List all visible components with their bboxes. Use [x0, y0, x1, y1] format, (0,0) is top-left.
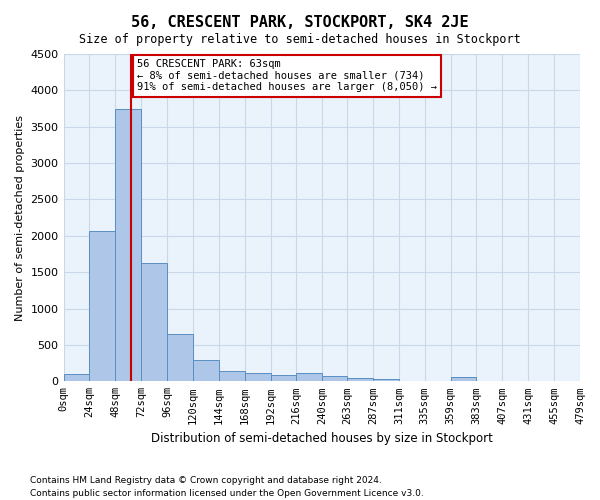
Bar	[193, 360, 219, 382]
X-axis label: Distribution of semi-detached houses by size in Stockport: Distribution of semi-detached houses by …	[151, 432, 493, 445]
Bar	[271, 375, 296, 382]
Bar	[347, 378, 373, 382]
Text: 56, CRESCENT PARK, STOCKPORT, SK4 2JE: 56, CRESCENT PARK, STOCKPORT, SK4 2JE	[131, 15, 469, 30]
Bar	[141, 264, 167, 382]
Bar	[451, 378, 476, 382]
Bar	[219, 371, 245, 382]
Text: Size of property relative to semi-detached houses in Stockport: Size of property relative to semi-detach…	[79, 32, 521, 46]
Text: 56 CRESCENT PARK: 63sqm
← 8% of semi-detached houses are smaller (734)
91% of se: 56 CRESCENT PARK: 63sqm ← 8% of semi-det…	[137, 59, 437, 92]
Bar	[245, 373, 271, 382]
Bar	[296, 374, 322, 382]
Bar	[167, 334, 193, 382]
Text: Contains public sector information licensed under the Open Government Licence v3: Contains public sector information licen…	[30, 488, 424, 498]
Text: Contains HM Land Registry data © Crown copyright and database right 2024.: Contains HM Land Registry data © Crown c…	[30, 476, 382, 485]
Bar	[373, 379, 399, 382]
Bar	[399, 380, 425, 382]
Bar	[89, 230, 115, 382]
Bar	[322, 376, 347, 382]
Bar	[115, 108, 141, 382]
Y-axis label: Number of semi-detached properties: Number of semi-detached properties	[15, 114, 25, 320]
Bar	[64, 374, 89, 382]
